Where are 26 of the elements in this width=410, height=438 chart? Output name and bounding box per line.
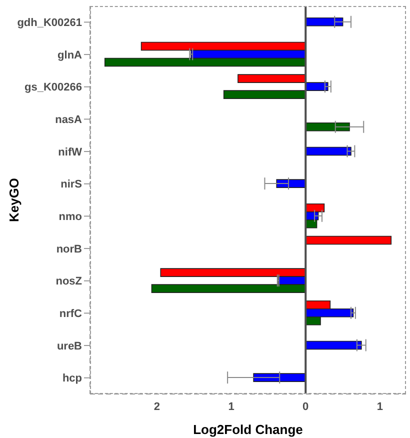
y-tick-label: nasA	[55, 114, 82, 126]
bar	[305, 146, 352, 156]
y-tick-label: gs_K00266	[24, 82, 82, 94]
bar	[223, 90, 306, 99]
y-tick-label: glnA	[58, 49, 82, 62]
y-tick-label: ureB	[56, 340, 82, 352]
y-tick-label: nifW	[58, 146, 83, 158]
bar	[305, 236, 392, 245]
y-tick-label: gdh_K00261	[17, 17, 82, 30]
bar	[238, 74, 306, 83]
bar	[305, 340, 362, 350]
x-tick-label: 1	[228, 400, 234, 413]
y-tick-label: hcp	[62, 372, 82, 385]
bar	[305, 122, 350, 132]
y-axis-title: KeyGO	[6, 178, 22, 222]
y-tick-label: nrfC	[59, 308, 82, 320]
y-tick-label: nirS	[60, 178, 82, 191]
x-tick-label: 1	[376, 400, 384, 413]
x-tick-label: 0	[302, 400, 309, 413]
y-tick-label: norB	[56, 243, 82, 256]
bar	[305, 17, 344, 26]
x-tick-label: 2	[154, 400, 160, 413]
y-tick-label: nosZ	[56, 276, 82, 288]
x-axis-title: Log2Fold Change	[193, 422, 303, 437]
bar	[253, 373, 306, 382]
y-tick-label: nmo	[58, 211, 82, 224]
